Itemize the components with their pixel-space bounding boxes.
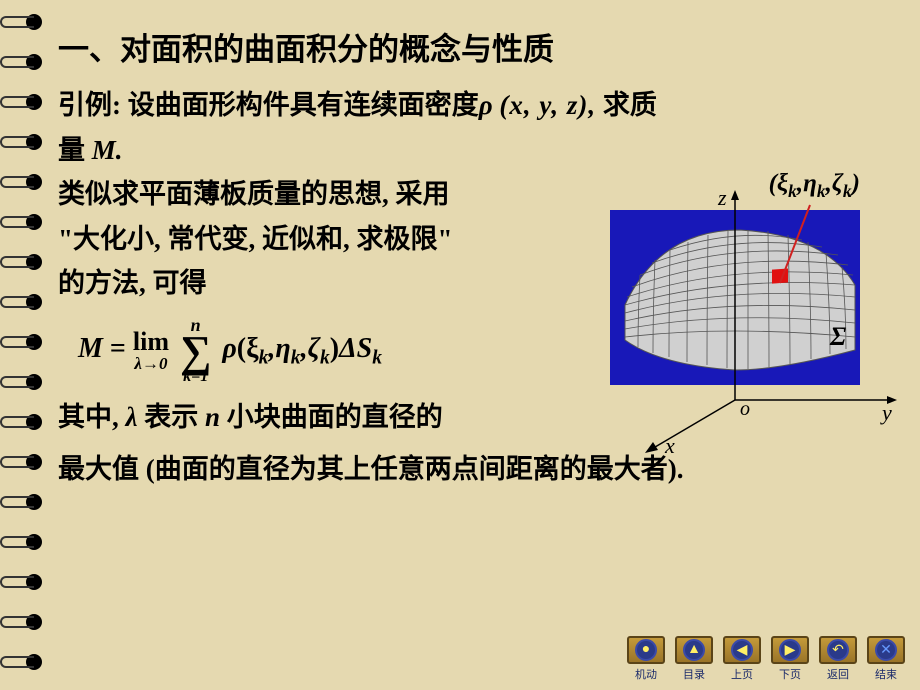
intro-line-2: 量 M. (58, 128, 908, 173)
svg-text:x: x (664, 433, 675, 455)
nav-目录[interactable]: ▲目录 (672, 636, 716, 682)
nav-返回[interactable]: ↶返回 (816, 636, 860, 682)
diagram-svg: Σ z y x o (580, 175, 900, 455)
spiral-binding (0, 0, 48, 690)
intro-line-1: 引例: 设曲面形构件具有连续面密度ρ (x, y, z), 求质 (58, 83, 908, 128)
section-title: 一、对面积的曲面积分的概念与性质 (58, 24, 908, 69)
method-line-2: "大化小, 常代变, 近似和, 求极限" (58, 217, 598, 262)
nav-机动[interactable]: ●机动 (624, 636, 668, 682)
surface-diagram: (ξk,ηk,ζk) (580, 175, 900, 455)
svg-text:o: o (740, 398, 750, 420)
svg-text:z: z (717, 185, 727, 210)
nav-结束[interactable]: ✕结束 (864, 636, 908, 682)
svg-text:Σ: Σ (829, 322, 846, 351)
svg-text:y: y (880, 400, 892, 425)
nav-上页[interactable]: ◀上页 (720, 636, 764, 682)
method-line-1: 类似求平面薄板质量的思想, 采用 (58, 172, 598, 217)
nav-bar: ●机动▲目录◀上页▶下页↶返回✕结束 (624, 636, 908, 682)
nav-下页[interactable]: ▶下页 (768, 636, 812, 682)
point-label: (ξk,ηk,ζk) (769, 170, 860, 202)
